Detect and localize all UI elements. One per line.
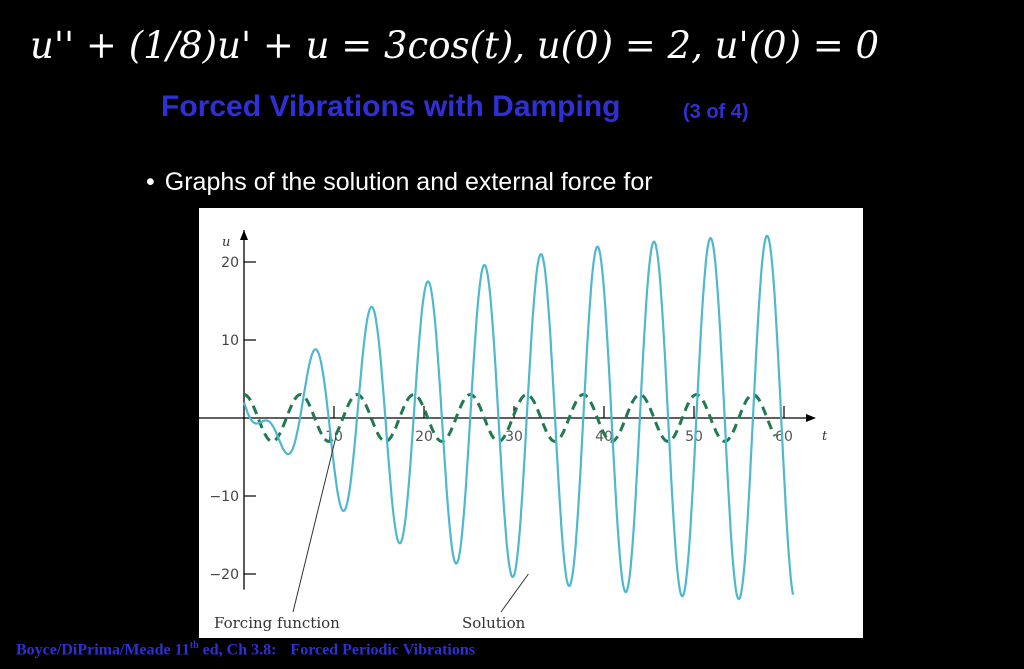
x-tick-label: 60	[775, 429, 793, 445]
equation: u'' + (1/8)u' + u = 3cos(t), u(0) = 2, u…	[30, 24, 880, 67]
solution-annotation-pointer	[500, 573, 529, 613]
y-tick-label: 10	[221, 333, 239, 349]
footer-authors: Boyce/DiPrima/Meade 11	[16, 641, 190, 659]
forcing-function-line	[244, 393, 777, 443]
bullet-dot-icon: •	[146, 168, 155, 196]
x-tick-label: 20	[415, 429, 433, 445]
footer-edition: ed, Ch 3.8:	[198, 641, 277, 659]
bullet-item: • Graphs of the solution and external for…	[146, 168, 653, 197]
y-tick-label: 20	[221, 255, 239, 271]
x-axis-label: t	[822, 429, 828, 444]
solution-annotation: Solution	[462, 614, 526, 632]
x-tick-label: 30	[505, 429, 523, 445]
y-axis-label: u	[222, 235, 230, 250]
solution-line	[242, 234, 795, 601]
forcing-function-annotation: Forcing function	[214, 614, 340, 632]
footer-authors-sup: th	[189, 640, 199, 651]
bullet-text: Graphs of the solution and external forc…	[164, 168, 653, 196]
footer-section: Forced Periodic Vibrations	[290, 641, 475, 659]
slide-title: Forced Vibrations with Damping	[161, 90, 621, 123]
x-tick-label: 50	[685, 429, 703, 445]
forcing-function-annotation-pointer	[292, 437, 337, 613]
y-tick-label: −10	[209, 489, 239, 505]
chart-panel: u t 20 10 −10 −20 10 20 30 40 50 60 Forcing function…	[199, 208, 863, 638]
x-tick-label: 40	[595, 429, 613, 445]
slide-subtitle: (3 of 4)	[683, 101, 749, 123]
x-axis-arrow-icon	[806, 414, 816, 422]
y-tick-label: −20	[209, 567, 239, 583]
footer-citation: Boyce/DiPrima/Meade 11th ed, Ch 3.8: Forc…	[16, 640, 475, 659]
y-axis-arrow-icon	[240, 230, 248, 240]
